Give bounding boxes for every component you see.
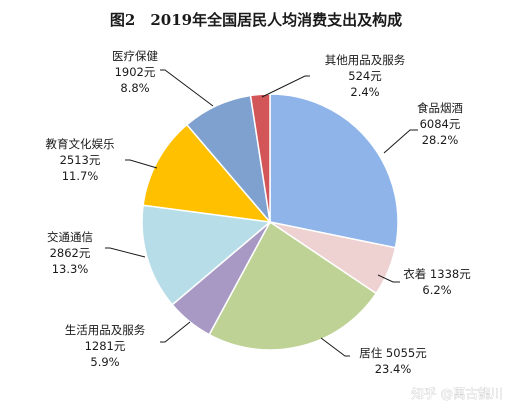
slice-label-7-line-1: 医疗保健 — [112, 49, 158, 63]
slice-label-5-line-1: 交通通信 — [47, 230, 93, 244]
slice-label-2-line-1: 衣着 1338元 — [403, 267, 471, 281]
slice-label-8-line-3: 2.4% — [350, 85, 379, 99]
leader-line-8 — [261, 75, 310, 98]
slice-label-3-line-1: 居住 5055元 — [359, 346, 427, 360]
slice-label-4: 生活用品及服务 1281元 5.9% — [65, 323, 146, 369]
slice-label-1-line-1: 食品烟酒 — [417, 101, 463, 115]
slice-label-5: 交通通信 2862元 13.3% — [47, 230, 93, 276]
slice-label-7-line-2: 1902元 — [115, 65, 156, 79]
slice-label-4-line-2: 1281元 — [85, 339, 126, 353]
pie-slice-1 — [269, 93, 399, 249]
leader-lines — [105, 69, 418, 357]
slice-label-5-line-2: 2862元 — [50, 246, 91, 260]
slice-label-6-line-1: 教育文化娱乐 — [46, 137, 115, 151]
pie-slice-8 — [249, 93, 271, 223]
leader-line-1 — [383, 129, 418, 154]
leader-line-6 — [125, 159, 158, 169]
slice-label-3-line-2: 23.4% — [375, 362, 412, 376]
slice-label-8-line-2: 524元 — [348, 69, 382, 83]
slice-label-7-line-3: 8.8% — [120, 81, 149, 95]
leader-line-5 — [105, 247, 146, 258]
slice-labels: 食品烟酒 6084元 28.2% 衣着 1338元 6.2% 居住 5055元 23.4% 生… — [46, 49, 472, 376]
pie-slices — [141, 93, 399, 351]
slice-label-5-line-3: 13.3% — [52, 262, 89, 276]
slice-label-4-line-1: 生活用品及服务 — [65, 323, 146, 337]
leader-line-2 — [377, 274, 400, 283]
leader-line-7 — [160, 69, 214, 107]
slice-label-1: 食品烟酒 6084元 28.2% — [417, 101, 463, 147]
slice-label-2-line-2: 6.2% — [422, 283, 451, 297]
pie-slice-5 — [141, 204, 272, 306]
slice-label-6-line-2: 2513元 — [60, 153, 101, 167]
pie-slice-6 — [142, 123, 272, 223]
slice-label-8-line-1: 其他用品及服务 — [325, 53, 406, 67]
leader-line-3 — [320, 337, 350, 357]
slice-label-6-line-3: 11.7% — [62, 169, 99, 183]
slice-label-4-line-3: 5.9% — [90, 355, 119, 369]
pie-slice-3 — [208, 220, 378, 351]
slice-label-1-line-2: 6084元 — [420, 117, 461, 131]
slice-label-1-line-3: 28.2% — [422, 133, 459, 147]
slice-label-8: 其他用品及服务 524元 2.4% — [325, 53, 406, 99]
slice-label-3: 居住 5055元 23.4% — [359, 346, 427, 376]
slice-label-7: 医疗保健 1902元 8.8% — [112, 49, 158, 95]
leader-line-4 — [160, 321, 191, 343]
slice-label-6: 教育文化娱乐 2513元 11.7% — [46, 137, 115, 183]
slice-label-2: 衣着 1338元 6.2% — [403, 267, 471, 297]
chart-title: 图2 2019年全国居民人均消费支出及构成 — [110, 11, 402, 29]
watermark-text: 知乎 @萬古龍川 — [412, 386, 503, 401]
